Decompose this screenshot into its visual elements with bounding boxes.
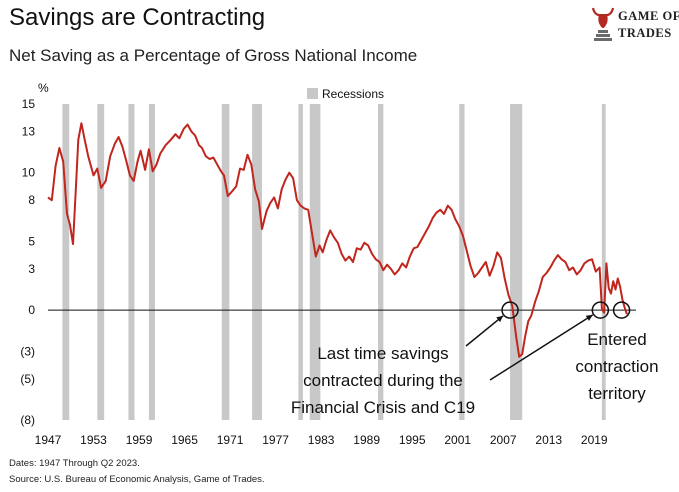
recession-bar: [221, 104, 230, 420]
annotation-text-contraction: contraction: [575, 357, 658, 376]
annotation-circle-marker: [612, 301, 631, 319]
x-tick-label: 2007: [490, 433, 517, 447]
annotation-text-financial-crisis: contracted during the: [303, 371, 463, 390]
y-tick-label: 5: [28, 234, 35, 248]
y-tick-label: 8: [28, 193, 35, 207]
legend-label-recessions: Recessions: [322, 87, 384, 101]
annotation-text-financial-crisis: Financial Crisis and C19: [291, 398, 475, 417]
recession-bar: [298, 104, 303, 420]
y-tick-label: 0: [28, 303, 35, 317]
annotation-arrow-line: [489, 314, 594, 381]
y-tick-label: 15: [22, 97, 36, 111]
series-line-net-saving: [47, 122, 628, 358]
y-tick-label: 10: [22, 166, 36, 180]
x-tick-label: 1995: [399, 433, 426, 447]
y-tick-label: (8): [20, 413, 35, 427]
annotation-arrow-head: [496, 315, 504, 323]
chart-title: Savings are Contracting: [9, 4, 266, 31]
y-tick-label: (5): [20, 372, 35, 386]
recession-bar: [128, 104, 135, 420]
footer-source: Source: U.S. Bureau of Economic Analysis…: [9, 474, 265, 485]
x-tick-label: 1953: [80, 433, 107, 447]
x-tick-label: 1977: [262, 433, 289, 447]
legend-swatch-recessions: [307, 88, 318, 99]
x-tick-label: 2019: [581, 433, 608, 447]
y-tick-label: (3): [20, 344, 35, 358]
recession-bar: [62, 104, 70, 420]
x-tick-label: 1971: [217, 433, 244, 447]
annotation-text-contraction: territory: [588, 384, 646, 403]
annotation-circle-marker: [591, 301, 610, 319]
recession-bar: [97, 104, 105, 420]
recession-bar: [459, 104, 465, 420]
x-tick-label: 1959: [126, 433, 153, 447]
x-tick-label: 1983: [308, 433, 335, 447]
brand-logo: GAME OF TRADES: [590, 4, 679, 46]
x-tick-label: 1989: [353, 433, 380, 447]
x-tick-label: 1965: [171, 433, 198, 447]
x-tick-label: 2001: [444, 433, 471, 447]
annotation-arrow-head: [585, 314, 593, 321]
chart-subtitle: Net Saving as a Percentage of Gross Nati…: [9, 46, 418, 65]
y-axis-label: %: [38, 81, 49, 95]
logo-text-line1: GAME OF: [618, 9, 679, 23]
logo-text-line2: TRADES: [618, 26, 672, 40]
bull-icon: [591, 7, 615, 41]
y-tick-label: 13: [22, 124, 36, 138]
y-tick-label: 3: [28, 262, 35, 276]
annotation-text-financial-crisis: Last time savings: [317, 344, 448, 363]
recession-bar: [148, 104, 155, 420]
annotation-circle-marker: [501, 301, 519, 319]
annotation-text-contraction: Entered: [587, 330, 647, 349]
recession-bar: [510, 104, 523, 420]
x-tick-label: 1947: [35, 433, 62, 447]
recession-bar: [309, 104, 321, 420]
annotation-arrow-line: [465, 315, 504, 347]
footer-dates: Dates: 1947 Through Q2 2023.: [9, 458, 140, 469]
recession-bar: [252, 104, 262, 420]
x-tick-label: 2013: [535, 433, 562, 447]
recession-bar: [601, 104, 606, 420]
